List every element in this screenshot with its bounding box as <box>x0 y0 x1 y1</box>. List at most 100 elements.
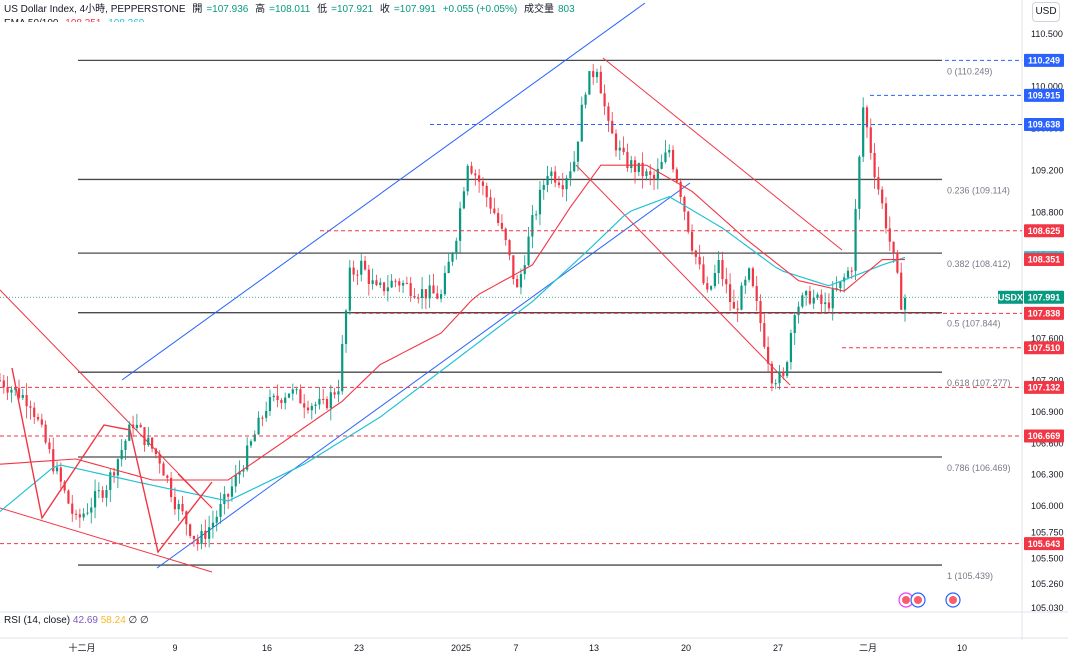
candle <box>382 281 386 296</box>
candle-body <box>656 168 659 180</box>
candle <box>702 256 705 286</box>
candle <box>147 427 150 447</box>
candle <box>154 447 158 459</box>
price-tag-text: 108.351 <box>1028 255 1061 265</box>
candle-body <box>420 289 424 299</box>
candle-body <box>668 149 671 153</box>
candle <box>322 388 325 405</box>
candle-body <box>436 293 439 299</box>
candle-body <box>2 380 5 388</box>
candle-body <box>318 398 321 405</box>
candle <box>25 383 28 419</box>
price-tick: 108.800 <box>1031 207 1064 217</box>
rsi-value-3: ∅ <box>128 615 138 626</box>
candle <box>816 292 819 300</box>
candle <box>603 84 606 116</box>
candle <box>284 392 287 410</box>
candle-body <box>470 165 473 174</box>
candle-body <box>827 302 831 309</box>
price-tag-bg <box>1024 253 1064 267</box>
symbol-title[interactable]: US Dollar Index, 4小時, PEPPERSTONE <box>4 4 186 15</box>
candle <box>466 164 469 196</box>
candle-body <box>299 389 302 404</box>
candle-body <box>101 490 104 498</box>
candle <box>67 489 70 505</box>
candle-body <box>611 120 614 134</box>
candle-body <box>227 494 230 497</box>
rsi-value-1: 42.69 <box>72 615 98 626</box>
candle <box>59 462 62 492</box>
price-tag-text: 106.669 <box>1028 431 1061 441</box>
candle-body <box>466 165 469 192</box>
candle-body <box>459 208 462 241</box>
price-tag: 107.510 <box>1024 341 1064 355</box>
channel-line <box>156 182 691 569</box>
candle-body <box>356 274 359 276</box>
rsi-legend[interactable]: RSI (14, close) 42.69 58.24 ∅ ∅ <box>4 615 149 626</box>
candle-body <box>652 174 656 180</box>
candle <box>318 387 321 410</box>
price-tag-text: 110.249 <box>1028 56 1060 66</box>
candle <box>519 268 523 295</box>
rsi-value-2: 58.24 <box>100 615 126 626</box>
candle-body <box>147 437 150 446</box>
currency-button[interactable]: USD <box>1032 2 1060 22</box>
candle <box>900 262 903 311</box>
candle-body <box>557 182 561 186</box>
candle-body <box>869 127 872 153</box>
candle-body <box>637 162 640 172</box>
candle <box>166 474 169 483</box>
candle <box>181 495 184 515</box>
candle-body <box>173 497 177 510</box>
candle-body <box>208 527 211 539</box>
candle <box>767 336 770 373</box>
price-tick: 106.300 <box>1031 470 1064 480</box>
candle <box>485 182 488 208</box>
candle <box>29 400 32 420</box>
candle-body <box>778 371 781 384</box>
candle-body <box>63 481 66 491</box>
channel-line <box>602 57 843 251</box>
candle <box>846 267 850 280</box>
candle-body <box>86 512 89 514</box>
candle <box>420 277 424 310</box>
candle-body <box>280 400 283 403</box>
candle-body <box>717 260 720 274</box>
candle <box>763 313 766 349</box>
symbol-tag: USDX <box>998 290 1023 304</box>
price-tick: 106.900 <box>1031 407 1064 417</box>
candle-body <box>649 171 652 175</box>
candle-body <box>93 491 97 508</box>
fib-level-label: 0.786 (106.469) <box>947 463 1011 473</box>
close-value: =107.991 <box>393 4 436 15</box>
price-tag: 106.669 <box>1024 429 1064 443</box>
candle <box>679 178 682 204</box>
price-tick: 105.030 <box>1031 603 1064 613</box>
channel-line <box>575 164 791 386</box>
candle <box>93 479 97 519</box>
candle-body <box>348 267 351 311</box>
candle <box>257 411 260 435</box>
candle <box>709 285 713 292</box>
candle-body <box>265 411 268 418</box>
candle <box>272 393 275 402</box>
chart-background <box>0 0 1068 640</box>
candle-body <box>424 289 427 299</box>
candle-body <box>808 291 812 304</box>
candle <box>128 421 131 442</box>
candle-body <box>645 171 648 177</box>
candle <box>751 266 754 288</box>
candle <box>428 274 431 308</box>
candle-body <box>329 392 332 409</box>
price-tick: 109.200 <box>1031 165 1064 175</box>
time-tick: 9 <box>172 643 177 653</box>
zigzag-pattern <box>11 367 213 554</box>
candle <box>352 260 355 282</box>
candle-body <box>820 294 823 305</box>
candle-body <box>485 185 488 198</box>
price-tick: 107.200 <box>1031 375 1064 385</box>
candle-body <box>535 214 538 216</box>
candle-body <box>497 213 500 223</box>
price-tag-text: 109.915 <box>1028 91 1061 101</box>
